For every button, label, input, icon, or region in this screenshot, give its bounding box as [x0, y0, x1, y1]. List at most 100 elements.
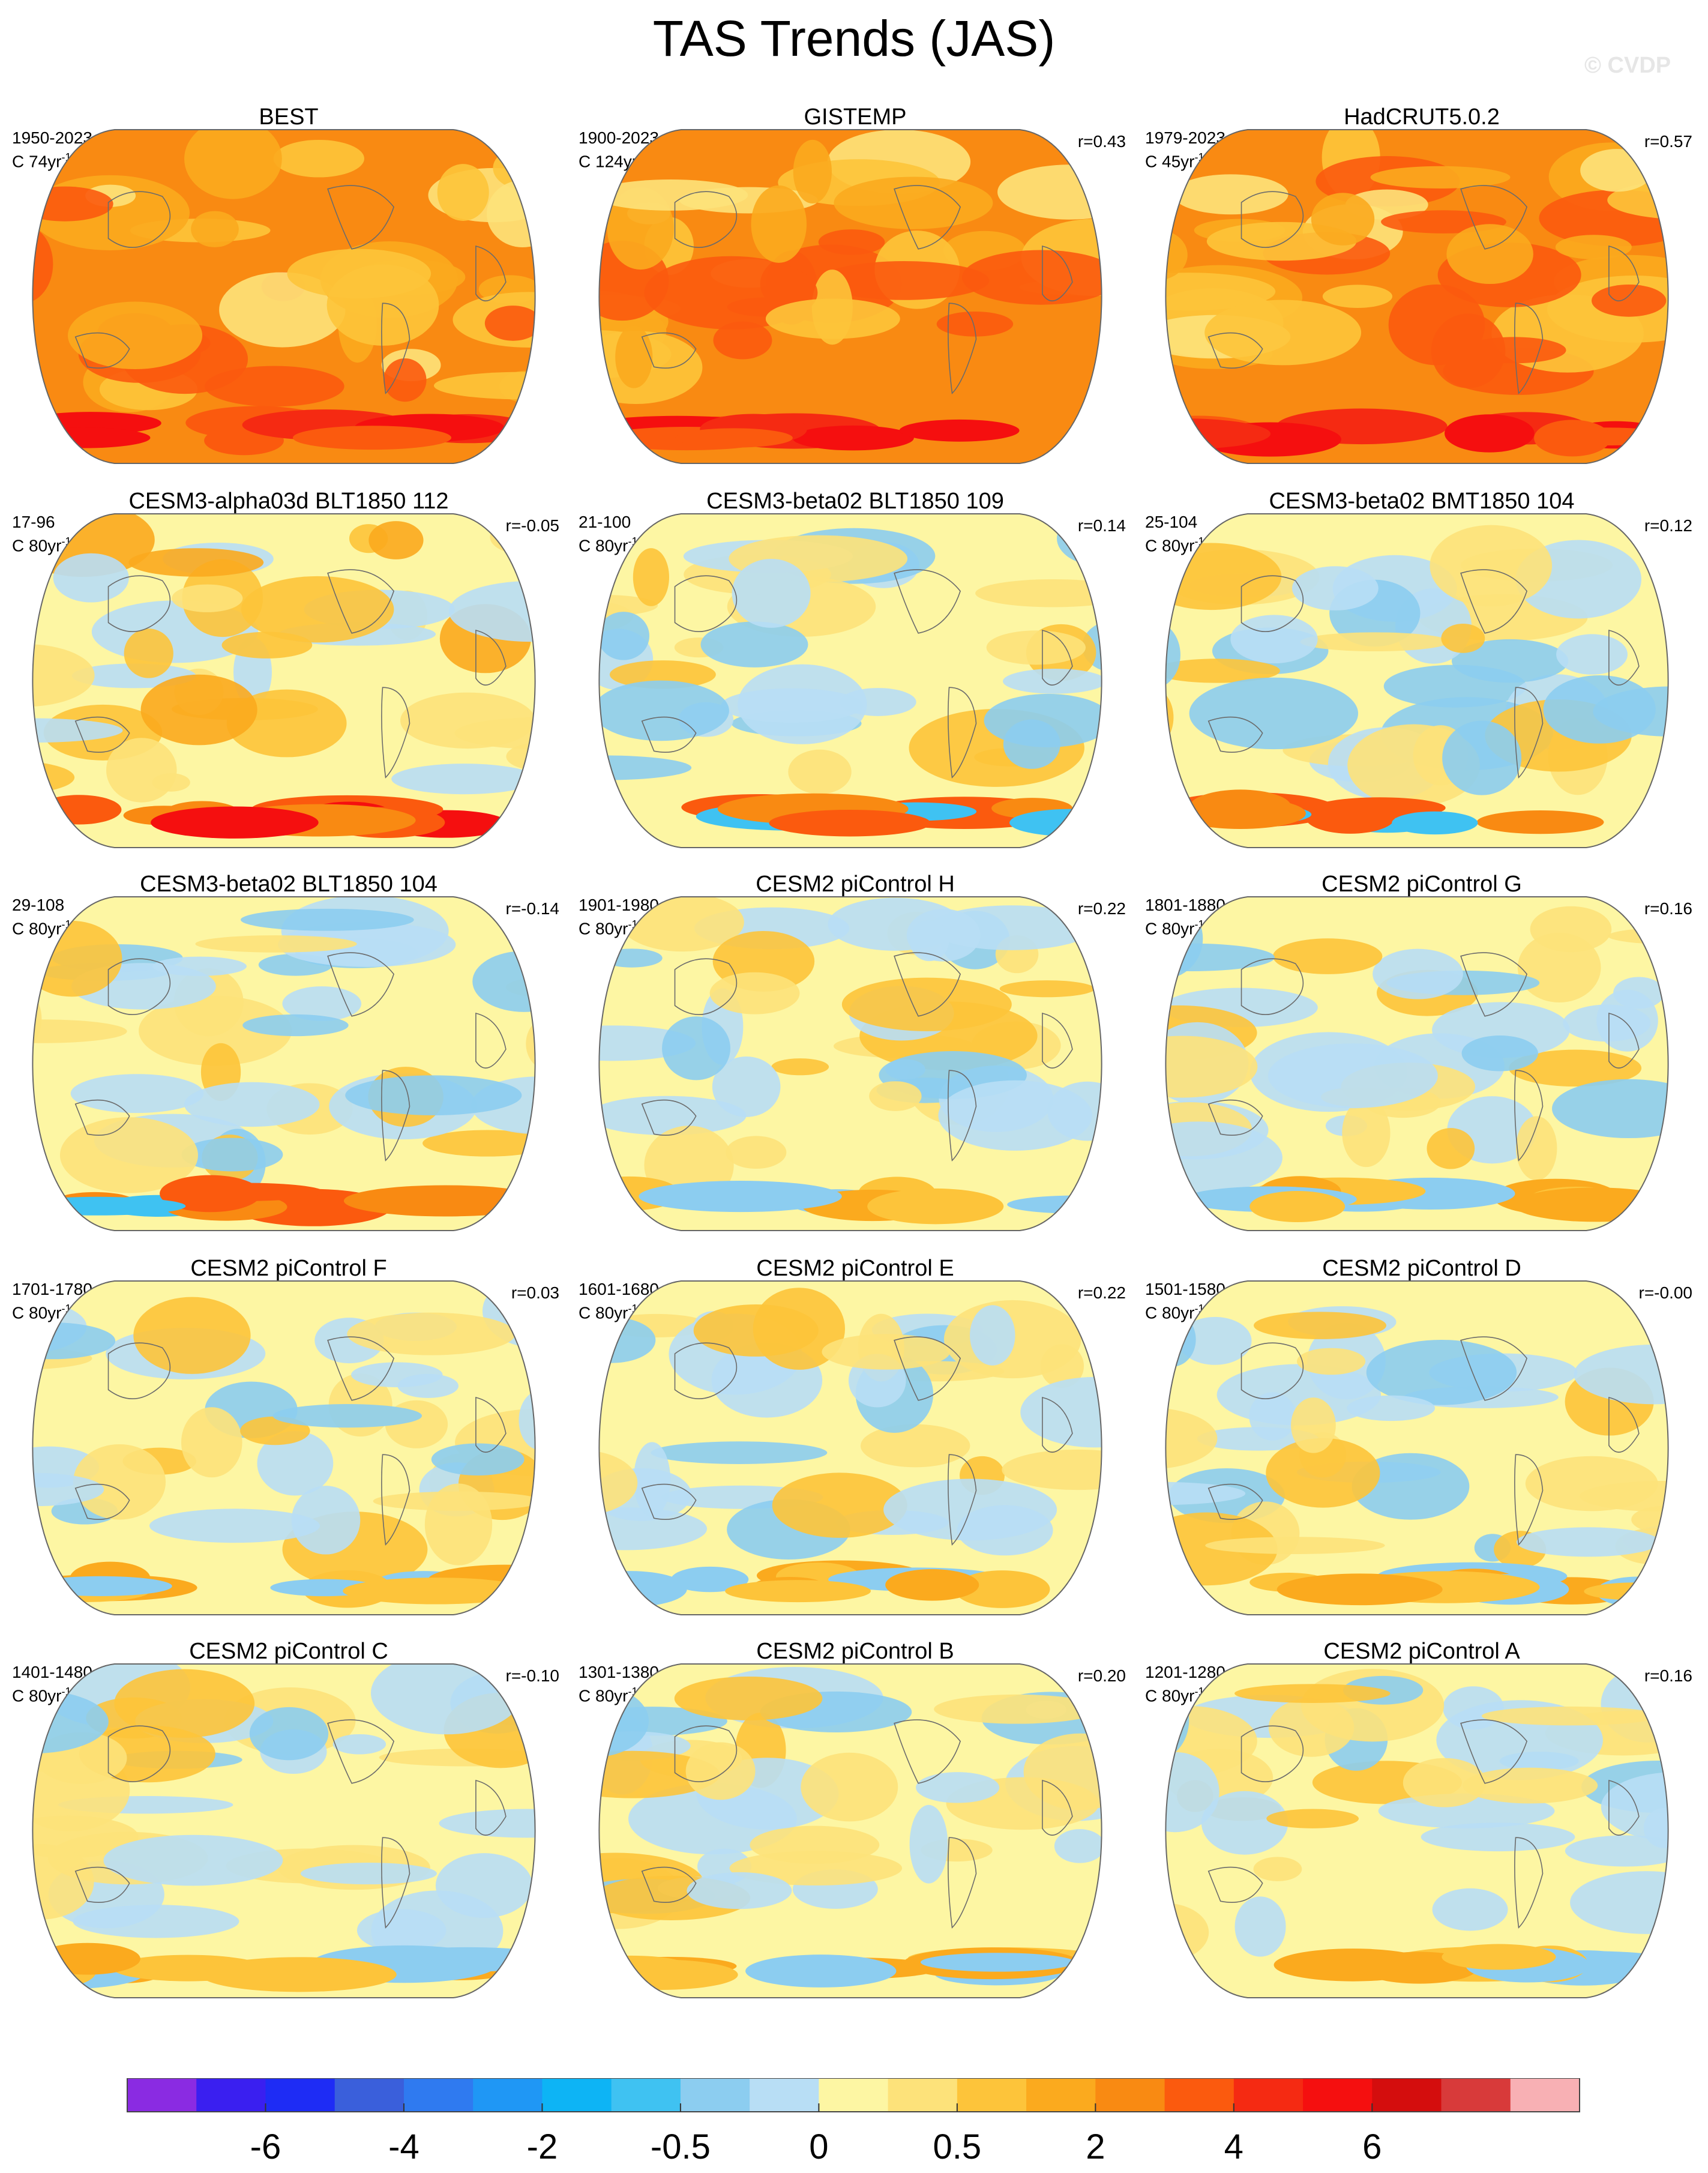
anomaly-region	[1020, 1376, 1102, 1448]
coastline	[74, 716, 130, 753]
coastline	[1042, 629, 1073, 686]
anomaly-region	[772, 1472, 907, 1538]
panel-title: CESM2 piControl H	[756, 872, 955, 897]
anomaly-region	[53, 553, 129, 603]
coastline	[1514, 1454, 1544, 1546]
anomaly-region	[32, 1019, 127, 1043]
anomaly-region	[709, 972, 800, 1014]
anomaly-region	[909, 920, 949, 962]
pattern-correlation: r=-0.05	[505, 516, 560, 535]
colorbar-swatch	[957, 2078, 1027, 2112]
anomaly-region	[433, 372, 535, 400]
colorbar-tick-label: 0	[809, 2127, 828, 2166]
anomaly-region	[278, 922, 456, 967]
coastline	[948, 1070, 977, 1162]
southern-ocean-anomaly	[1444, 414, 1535, 453]
anomaly-region	[1234, 1896, 1286, 1957]
coastline	[1042, 245, 1073, 301]
southern-ocean-anomaly	[599, 1959, 738, 1990]
anomaly-region	[356, 1909, 447, 1951]
anomaly-region	[1267, 1043, 1438, 1109]
coastline	[381, 303, 410, 394]
anomaly-region	[1432, 1888, 1508, 1931]
coastline	[475, 245, 507, 301]
anomaly-region	[1165, 1408, 1218, 1469]
anomaly-region	[1266, 1809, 1359, 1828]
coastline	[948, 687, 977, 779]
anomaly-region	[1556, 634, 1628, 675]
anomaly-region	[431, 1443, 525, 1476]
anomaly-region	[391, 764, 535, 795]
map-outline	[1165, 129, 1669, 464]
panel-period: 1900-2023	[579, 128, 659, 147]
map-panel: CESM2 piControl B 1301-1380 C 80yr-1 r=0.20	[576, 1636, 1134, 2009]
anomaly-region	[1462, 1767, 1598, 1804]
coastline	[1240, 958, 1304, 1015]
anomaly-region	[1452, 639, 1569, 683]
anomaly-region	[700, 621, 808, 668]
trend-map	[32, 1663, 536, 1998]
units-text: C 80yr	[12, 536, 62, 555]
panel-period: 1979-2023	[1145, 128, 1225, 147]
pattern-correlation: r=0.43	[1077, 132, 1126, 151]
southern-ocean-anomaly	[745, 1954, 897, 1988]
anomaly-region	[1300, 632, 1450, 652]
anomaly-region	[519, 1390, 535, 1450]
anomaly-region	[909, 1804, 948, 1884]
colorbar-swatch	[196, 2078, 266, 2112]
southern-ocean-anomaly	[792, 425, 914, 451]
map-outline	[32, 1280, 536, 1615]
map-outline	[1165, 1280, 1669, 1615]
anomaly-region	[300, 1863, 437, 1885]
panel-period: 21-100	[579, 513, 631, 531]
anomaly-region	[999, 980, 1095, 998]
anomaly-region	[662, 1016, 730, 1080]
panel-title: CESM2 piControl B	[756, 1639, 954, 1664]
anomaly-region	[599, 179, 748, 211]
anomaly-region	[633, 1442, 671, 1517]
coastline	[1042, 1779, 1073, 1836]
anomaly-region	[819, 261, 990, 300]
anomaly-region	[1165, 659, 1280, 683]
units-text: C 80yr	[12, 919, 62, 938]
panel-title: CESM2 piControl D	[1322, 1256, 1521, 1281]
southern-ocean-anomaly	[599, 1571, 687, 1607]
anomaly-region	[1421, 1822, 1575, 1852]
panel-title: HadCRUT5.0.2	[1344, 104, 1500, 130]
anomaly-region	[1607, 181, 1668, 220]
coastline	[107, 958, 171, 1015]
coastline	[1207, 1483, 1263, 1520]
cvdp-watermark: © CVDP	[1584, 53, 1671, 78]
anomaly-region	[726, 1136, 787, 1169]
anomaly-region	[633, 548, 670, 606]
anomaly-region	[1370, 166, 1511, 189]
anomaly-region	[221, 631, 313, 659]
units-text: C 80yr	[579, 1686, 628, 1705]
anomaly-region	[721, 688, 864, 723]
southern-ocean-anomaly	[200, 1957, 397, 1992]
anomaly-region	[599, 1025, 696, 1061]
southern-ocean-anomaly	[639, 1181, 842, 1213]
southern-ocean-anomaly	[1442, 1944, 1556, 1970]
pattern-correlation: r=0.16	[1644, 899, 1692, 918]
coastline	[641, 716, 697, 753]
anomaly-region	[257, 1430, 334, 1496]
anomaly-region	[184, 130, 282, 199]
anomaly-region	[1342, 1099, 1391, 1168]
map-panel: CESM3-beta02 BLT1850 109 21-100 C 80yr-1 r=…	[576, 486, 1134, 858]
anomaly-region	[1601, 1772, 1668, 1842]
anomaly-region	[1165, 1705, 1257, 1776]
colorbar-swatch	[819, 2078, 889, 2112]
anomaly-region	[1165, 229, 1188, 280]
map-outline	[1165, 896, 1669, 1231]
trend-map	[1165, 129, 1669, 464]
map-panel: CESM2 piControl E 1601-1680 C 80yr-1 r=0.22	[576, 1253, 1134, 1626]
colorbar-tick-label: 6	[1362, 2127, 1382, 2166]
coastline	[1460, 569, 1528, 634]
anomaly-region	[975, 579, 1102, 607]
trend-map	[598, 1280, 1102, 1615]
anomaly-region	[869, 1081, 922, 1111]
anomaly-region	[1165, 543, 1282, 610]
anomaly-region	[32, 644, 95, 707]
coastline	[1608, 1779, 1640, 1836]
